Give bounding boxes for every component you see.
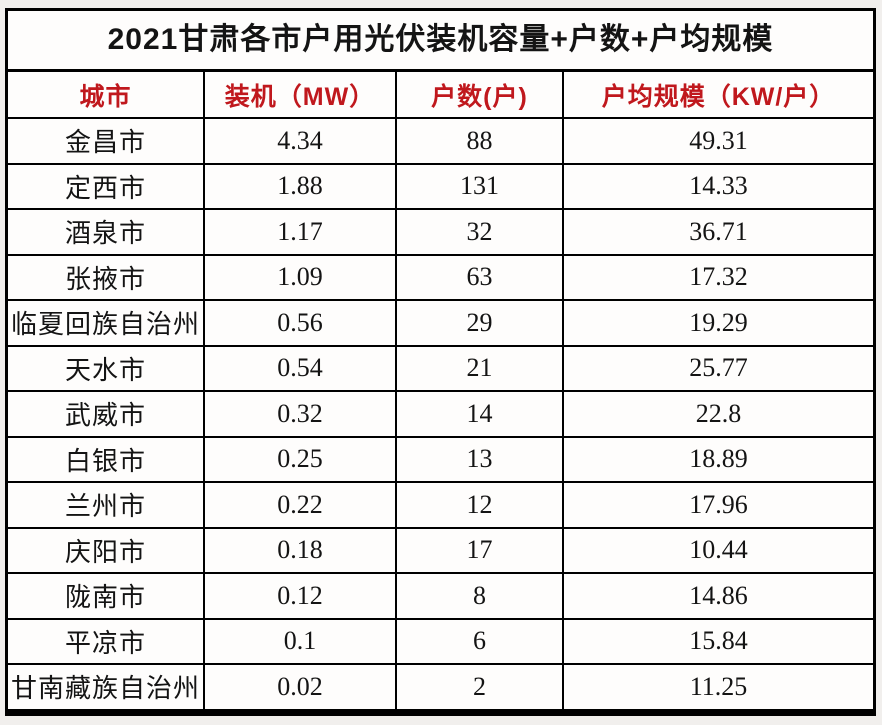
- city-cell: 庆阳市: [8, 526, 205, 574]
- installed-mw-cell: 1.17: [203, 208, 397, 256]
- city-cell: 武威市: [8, 390, 205, 438]
- city-cell: 平凉市: [8, 617, 205, 665]
- table-title: 2021甘肃各市户用光伏装机容量+户数+户均规模: [8, 11, 873, 72]
- avg-scale-cell: 15.84: [562, 617, 873, 665]
- households-cell: 14: [395, 390, 564, 438]
- table-row: 白银市 0.25 13 18.89: [8, 435, 873, 483]
- table-row: 天水市 0.54 21 25.77: [8, 344, 873, 392]
- households-cell: 131: [395, 162, 564, 210]
- installed-mw-cell: 0.54: [203, 344, 397, 392]
- avg-scale-cell: 18.89: [562, 435, 873, 483]
- avg-scale-cell: 36.71: [562, 208, 873, 256]
- table-row: 定西市 1.88 131 14.33: [8, 162, 873, 210]
- households-cell: 12: [395, 481, 564, 529]
- city-cell: 张掖市: [8, 253, 205, 301]
- households-cell: 29: [395, 299, 564, 347]
- city-cell: 白银市: [8, 435, 205, 483]
- table-row: 酒泉市 1.17 32 36.71: [8, 208, 873, 256]
- households-cell: 2: [395, 663, 564, 709]
- table-row: 临夏回族自治州 0.56 29 19.29: [8, 299, 873, 347]
- avg-scale-cell: 22.8: [562, 390, 873, 438]
- installed-mw-cell: 0.1: [203, 617, 397, 665]
- installed-mw-cell: 4.34: [203, 117, 397, 165]
- households-cell: 88: [395, 117, 564, 165]
- avg-scale-cell: 49.31: [562, 117, 873, 165]
- city-cell: 酒泉市: [8, 208, 205, 256]
- table-row: 陇南市 0.12 8 14.86: [8, 572, 873, 620]
- city-cell: 金昌市: [8, 117, 205, 165]
- city-cell: 临夏回族自治州: [8, 299, 205, 347]
- city-cell: 陇南市: [8, 572, 205, 620]
- installed-mw-cell: 1.88: [203, 162, 397, 210]
- households-cell: 13: [395, 435, 564, 483]
- table-row: 平凉市 0.1 6 15.84: [8, 617, 873, 665]
- households-cell: 6: [395, 617, 564, 665]
- avg-scale-cell: 10.44: [562, 526, 873, 574]
- data-grid: 城市 装机（MW） 户数(户) 户均规模（KW/户） 金昌市 4.34 88 49.3…: [8, 72, 873, 709]
- col-header-installed-mw: 装机（MW）: [203, 72, 397, 119]
- avg-scale-cell: 11.25: [562, 663, 873, 709]
- installed-mw-cell: 0.32: [203, 390, 397, 438]
- avg-scale-cell: 25.77: [562, 344, 873, 392]
- table-row: 金昌市 4.34 88 49.31: [8, 117, 873, 165]
- city-cell: 兰州市: [8, 481, 205, 529]
- households-cell: 63: [395, 253, 564, 301]
- city-cell: 天水市: [8, 344, 205, 392]
- table-row: 张掖市 1.09 63 17.32: [8, 253, 873, 301]
- table-row: 兰州市 0.22 12 17.96: [8, 481, 873, 529]
- pv-data-table: 2021甘肃各市户用光伏装机容量+户数+户均规模 城市 装机（MW） 户数(户)…: [5, 8, 876, 716]
- city-cell: 定西市: [8, 162, 205, 210]
- table-row: 武威市 0.32 14 22.8: [8, 390, 873, 438]
- city-cell: 甘南藏族自治州: [8, 663, 205, 709]
- avg-scale-cell: 17.96: [562, 481, 873, 529]
- installed-mw-cell: 0.22: [203, 481, 397, 529]
- header-row: 城市 装机（MW） 户数(户) 户均规模（KW/户）: [8, 72, 873, 119]
- installed-mw-cell: 0.25: [203, 435, 397, 483]
- households-cell: 8: [395, 572, 564, 620]
- col-header-city: 城市: [8, 72, 205, 119]
- table-row: 甘南藏族自治州 0.02 2 11.25: [8, 663, 873, 709]
- households-cell: 21: [395, 344, 564, 392]
- avg-scale-cell: 17.32: [562, 253, 873, 301]
- avg-scale-cell: 19.29: [562, 299, 873, 347]
- installed-mw-cell: 1.09: [203, 253, 397, 301]
- table-row: 庆阳市 0.18 17 10.44: [8, 526, 873, 574]
- table-body: 金昌市 4.34 88 49.31 定西市 1.88 131 14.33 酒泉市 1.17 32 36…: [8, 117, 873, 709]
- col-header-households: 户数(户): [395, 72, 564, 119]
- installed-mw-cell: 0.18: [203, 526, 397, 574]
- avg-scale-cell: 14.86: [562, 572, 873, 620]
- col-header-avg-scale: 户均规模（KW/户）: [562, 72, 873, 119]
- installed-mw-cell: 0.02: [203, 663, 397, 709]
- avg-scale-cell: 14.33: [562, 162, 873, 210]
- households-cell: 32: [395, 208, 564, 256]
- installed-mw-cell: 0.56: [203, 299, 397, 347]
- households-cell: 17: [395, 526, 564, 574]
- installed-mw-cell: 0.12: [203, 572, 397, 620]
